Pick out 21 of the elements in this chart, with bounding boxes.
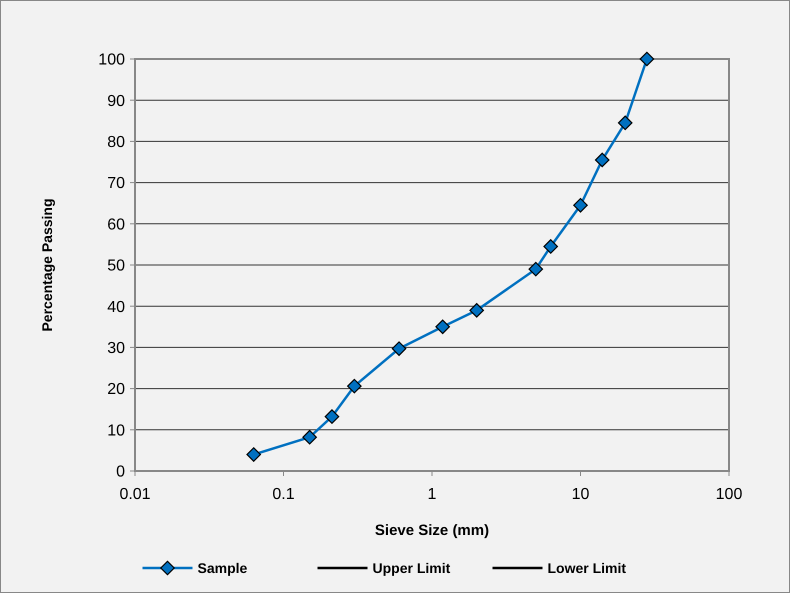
x-tick-label: 100 <box>716 486 742 503</box>
x-tick-label: 0.1 <box>272 486 295 503</box>
y-tick-label: 0 <box>116 464 126 481</box>
legend-label: Sample <box>198 560 248 576</box>
x-tick-label: 0.01 <box>119 486 151 503</box>
y-tick-label: 50 <box>107 258 126 275</box>
y-axis-title: Percentage Passing <box>39 198 55 332</box>
y-tick-label: 80 <box>107 134 126 151</box>
y-tick-label: 70 <box>107 175 126 192</box>
y-tick-label: 20 <box>107 381 126 398</box>
y-tick-label: 100 <box>98 52 126 69</box>
legend-label: Upper Limit <box>372 560 451 576</box>
x-tick-label: 1 <box>428 486 437 503</box>
y-tick-label: 30 <box>107 340 126 357</box>
x-tick-label: 10 <box>572 486 590 503</box>
y-tick-label: 90 <box>107 92 126 110</box>
y-tick-label: 60 <box>107 216 126 234</box>
x-axis-title: Sieve Size (mm) <box>374 522 490 539</box>
y-tick-label: 40 <box>107 298 126 316</box>
y-tick-label: 10 <box>107 422 126 440</box>
legend-label: Lower Limit <box>548 560 626 576</box>
